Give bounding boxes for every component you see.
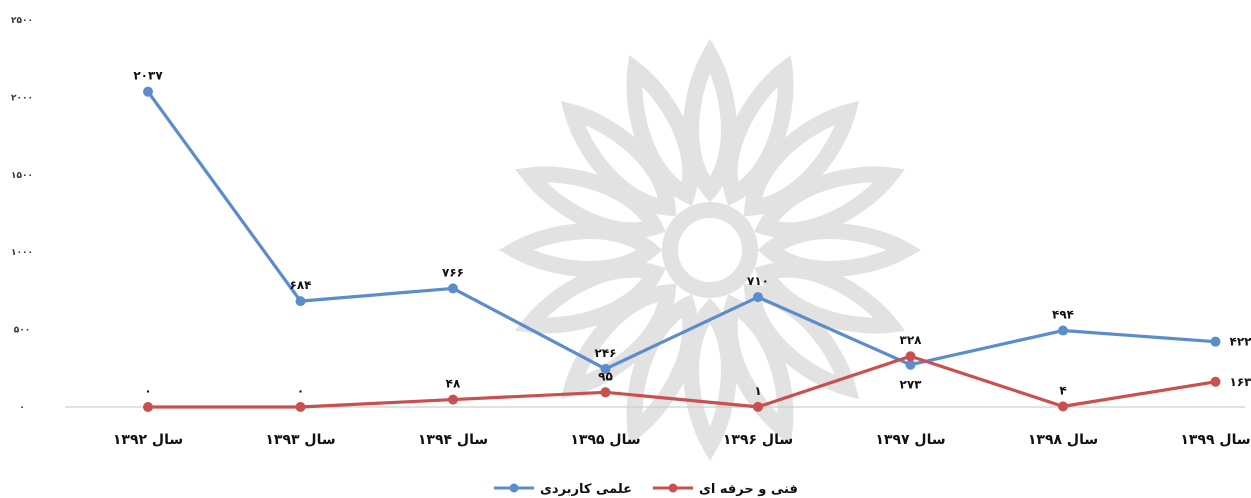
data-label: ۱۶۳ [1230,375,1251,389]
legend-label: فنی و حرفه ای [699,482,798,497]
data-point [600,363,611,374]
legend-marker-2 [668,483,678,493]
x-tick-label: سال ۱۳۹۲ [113,432,183,448]
data-point [143,402,153,412]
data-label: ۶۸۴ [290,278,312,292]
data-point [1058,325,1068,336]
y-tick-label: ۵۰۰ [14,326,30,336]
data-label: ۲۷۳ [900,378,923,392]
data-point [1058,401,1068,412]
data-label: ۲۰۳۷ [133,69,163,83]
data-label: ۹۵ [598,369,613,383]
data-point [448,394,458,405]
x-tick-label: سال ۱۳۹۵ [570,432,640,448]
data-label: ۴۸ [446,377,461,391]
data-labels: ۲۰۳۷ ۶۸۴ ۷۶۶ ۲۴۶ ۷۱۰ ۲۷۳ ۴۹۴ ۴۲۲ ۰ ۰ ۴۸ ۹۵ ۱ ۳۲۸ ۴ ۱۶۳ [133,69,1251,398]
data-label: ۷۱۰ [747,274,769,288]
data-label: ۱ [754,384,761,398]
data-label: ۳۲۸ [900,333,923,347]
data-label: ۰ [297,384,304,398]
x-tick-label: سال ۱۳۹۴ [418,432,488,448]
y-tick-label: ۰ [19,403,25,413]
data-label: ۴۹۴ [1052,308,1074,322]
series-layer [143,86,1221,412]
x-tick-label: سال ۱۳۹۶ [723,432,793,448]
x-tick-label: سال ۱۳۹۷ [875,432,945,448]
data-point [753,401,763,412]
legend: علمی کاربردی فنی و حرفه ای [494,482,798,497]
data-point [905,359,916,370]
x-tick-label: سال ۱۳۹۸ [1028,432,1098,448]
data-label: ۴۲۲ [1230,335,1251,349]
y-tick-label: ۲۵۰۰ [11,16,33,26]
y-tick-label: ۱۰۰۰ [11,248,33,258]
data-label: ۰ [144,384,151,398]
y-axis-ticks: ۰ ۵۰۰ ۱۰۰۰ ۱۵۰۰ ۲۰۰۰ ۲۵۰۰ [11,16,33,413]
legend-marker-1 [509,483,519,493]
x-tick-label: سال ۱۳۹۳ [265,432,335,448]
watermark-rosette-icon [498,38,922,462]
data-label: ۴ [1059,383,1066,397]
data-point [600,387,611,398]
data-point [143,86,153,97]
data-point [753,292,763,303]
data-point [905,351,916,362]
legend-label: علمی کاربردی [540,482,632,497]
data-point [448,283,458,294]
series-line-2 [148,354,1216,409]
data-label: ۲۴۶ [595,346,617,360]
data-label: ۷۶۶ [442,265,464,279]
data-point [1210,336,1221,347]
series-line-1 [146,90,1216,371]
x-axis-ticks: سال ۱۳۹۲ سال ۱۳۹۳ سال ۱۳۹۴ سال ۱۳۹۵ سال ۱۳۹۶… [113,432,1251,448]
x-tick-label: سال ۱۳۹۹ [1180,432,1250,448]
y-tick-label: ۱۵۰۰ [11,171,33,181]
data-point [1210,376,1221,387]
data-point [295,296,306,307]
data-point [295,402,306,412]
y-tick-label: ۲۰۰۰ [11,93,33,103]
